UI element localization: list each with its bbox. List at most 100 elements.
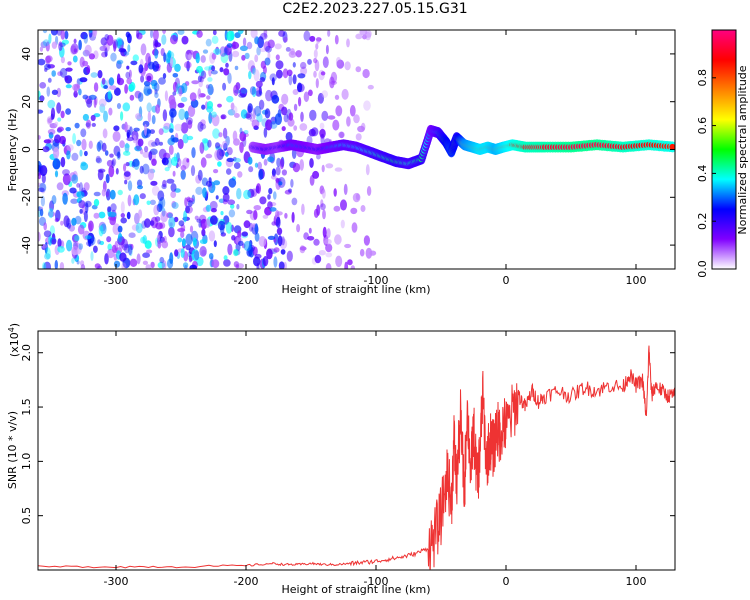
noise-blob (139, 193, 146, 200)
noise-blob (314, 59, 320, 72)
noise-blob (82, 60, 89, 67)
snr-frame (37, 330, 676, 571)
colorbar-gradient (711, 29, 737, 270)
noise-blob (45, 41, 50, 52)
x-tick-label: -100 (364, 575, 389, 588)
noise-blob (320, 71, 326, 76)
noise-blob (38, 172, 42, 180)
noise-blob (124, 84, 128, 94)
noise-blob (162, 73, 167, 79)
noise-blob (236, 188, 242, 200)
noise-blob (180, 231, 185, 238)
noise-blob (162, 125, 170, 134)
noise-blob (177, 228, 186, 233)
noise-blob (313, 57, 318, 64)
noise-blob (365, 164, 370, 176)
noise-blob (70, 43, 79, 55)
noise-blob (250, 65, 256, 74)
noise-blob (254, 232, 260, 242)
noise-blob (240, 109, 248, 119)
noise-blob (319, 129, 326, 136)
noise-blob (182, 133, 189, 144)
noise-blob (66, 222, 72, 230)
noise-blob (325, 263, 332, 269)
noise-blob (129, 243, 134, 251)
noise-blob (51, 238, 57, 245)
noise-blob (202, 187, 207, 199)
noise-blob (84, 44, 92, 56)
noise-blob (276, 157, 281, 168)
noise-blob (226, 30, 234, 42)
noise-blob (80, 260, 85, 267)
noise-blob (99, 103, 106, 113)
noise-blob (211, 259, 220, 269)
noise-blob (136, 179, 143, 188)
noise-blob (93, 82, 99, 92)
noise-blob (57, 238, 62, 248)
noise-blob (288, 74, 293, 86)
noise-blob (170, 34, 178, 45)
noise-blob (151, 141, 158, 147)
noise-blob (284, 212, 288, 219)
noise-blob (64, 30, 69, 40)
noise-blob (320, 133, 325, 140)
noise-blob (46, 86, 51, 97)
noise-blob (76, 78, 81, 90)
noise-blob (170, 183, 177, 192)
noise-blob (143, 84, 151, 97)
noise-blob (189, 225, 194, 233)
noise-blob (320, 133, 325, 146)
noise-blob (198, 221, 202, 228)
noise-blob (321, 90, 329, 98)
noise-blob (227, 199, 236, 205)
noise-blob (295, 50, 302, 58)
noise-blob (334, 94, 340, 100)
noise-blob (99, 45, 108, 52)
noise-blob (88, 220, 94, 232)
noise-blob (119, 252, 127, 262)
noise-blob (115, 37, 123, 49)
noise-blob (41, 173, 46, 184)
noise-blob (146, 200, 151, 206)
noise-blob (50, 30, 58, 36)
noise-blob (291, 211, 295, 223)
noise-blob (79, 149, 83, 157)
noise-blob (113, 145, 121, 157)
noise-blob (283, 113, 289, 123)
noise-blob (264, 108, 271, 119)
noise-blob (365, 247, 373, 259)
noise-blob (227, 243, 233, 256)
snr-x-axis-label: Height of straight line (km) (281, 583, 430, 596)
noise-blob (107, 90, 112, 100)
noise-blob (237, 30, 244, 35)
noise-blob (191, 147, 196, 159)
noise-blob (322, 56, 329, 68)
noise-blob (197, 169, 203, 181)
noise-blob (199, 142, 205, 154)
noise-blob (243, 240, 252, 252)
noise-blob (247, 103, 253, 113)
noise-blob (79, 182, 83, 194)
noise-blob (258, 86, 262, 96)
noise-blob (109, 85, 117, 90)
snr-y-axis-label: SNR (10 * v/v) (6, 411, 19, 489)
noise-blob (217, 220, 226, 231)
noise-blob (140, 75, 145, 83)
noise-blob (344, 61, 351, 71)
noise-blob (174, 249, 179, 257)
noise-blob (123, 150, 131, 156)
noise-blob (162, 179, 167, 188)
noise-blob (338, 131, 345, 139)
noise-blob (111, 159, 115, 169)
noise-blob (206, 95, 211, 100)
noise-blob (266, 248, 273, 260)
noise-blob (340, 219, 345, 229)
noise-blob (227, 109, 236, 116)
noise-blob (124, 142, 130, 153)
noise-blob (205, 84, 210, 89)
noise-blob (309, 158, 314, 168)
noise-blob (249, 117, 254, 122)
noise-blob (288, 188, 292, 193)
noise-blob (94, 263, 101, 269)
noise-blob (183, 210, 188, 223)
